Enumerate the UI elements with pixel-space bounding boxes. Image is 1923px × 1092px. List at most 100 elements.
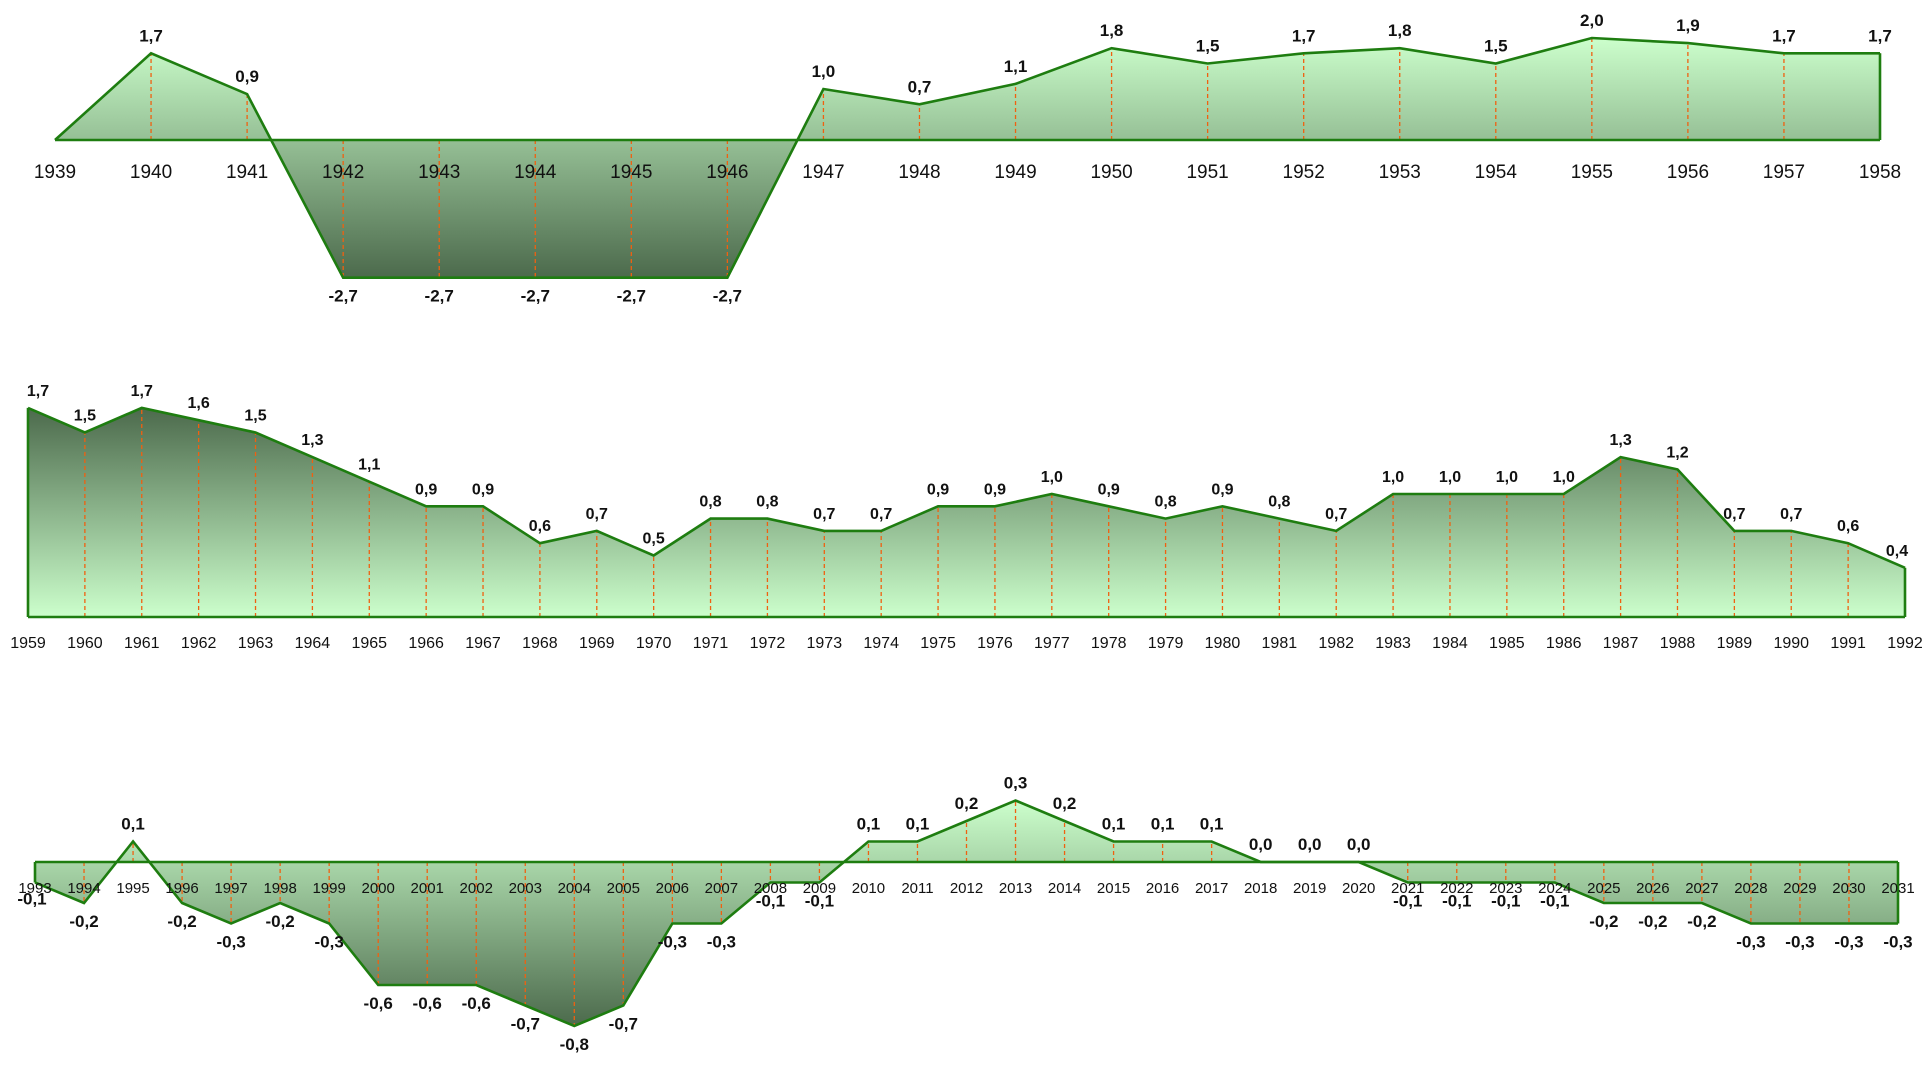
- data-label: -0,3: [1736, 933, 1765, 952]
- x-tick-label: 2002: [460, 880, 493, 897]
- data-label: -0,1: [1540, 892, 1569, 911]
- x-tick-label: 2024: [1538, 880, 1571, 897]
- data-label: 0,7: [1780, 506, 1802, 523]
- x-tick-label: 1967: [465, 635, 501, 652]
- x-tick-label: 1999: [312, 880, 345, 897]
- x-tick-label: 1987: [1603, 635, 1639, 652]
- x-tick-label: 1980: [1205, 635, 1241, 652]
- data-label: -0,6: [364, 994, 393, 1013]
- x-tick-label: 1959: [10, 635, 46, 652]
- data-label: 1,0: [1382, 469, 1404, 486]
- data-label: 1,1: [1004, 57, 1028, 76]
- x-tick-label: 2026: [1636, 880, 1669, 897]
- x-tick-label: 2018: [1244, 880, 1277, 897]
- data-label: 0,9: [415, 481, 437, 498]
- data-label: 1,3: [301, 432, 323, 449]
- data-label: -0,1: [805, 892, 834, 911]
- data-label: 1,7: [1868, 26, 1892, 45]
- data-label: 1,0: [1496, 469, 1518, 486]
- data-label: 1,7: [131, 383, 153, 400]
- series-line: [34, 799, 1898, 1028]
- data-label: -0,3: [216, 933, 245, 952]
- data-label: -2,7: [713, 287, 742, 306]
- data-label: 0,9: [984, 481, 1006, 498]
- data-label: 1,6: [188, 395, 210, 412]
- x-tick-label: 1939: [34, 162, 76, 183]
- x-tick-label: 2010: [852, 880, 885, 897]
- data-label: 1,9: [1676, 16, 1700, 35]
- x-tick-label: 1972: [750, 635, 786, 652]
- data-label: 0,5: [643, 531, 665, 548]
- data-label: 0,9: [927, 481, 949, 498]
- data-label: 0,1: [857, 815, 881, 834]
- x-tick-label: 2019: [1293, 880, 1326, 897]
- x-tick-label: 1951: [1186, 162, 1228, 183]
- data-label: 1,3: [1609, 432, 1631, 449]
- area-fill: [28, 407, 1905, 617]
- data-label: 0,7: [1723, 506, 1745, 523]
- data-label: 0,0: [1249, 835, 1273, 854]
- x-tick-label: 1953: [1379, 162, 1421, 183]
- x-tick-label: 1947: [802, 162, 844, 183]
- x-tick-label: 1998: [263, 880, 296, 897]
- x-tick-label: 2021: [1391, 880, 1424, 897]
- data-label: -0,6: [462, 994, 491, 1013]
- x-tick-label: 2031: [1881, 880, 1914, 897]
- data-label: -2,7: [617, 287, 646, 306]
- x-tick-label: 1984: [1432, 635, 1468, 652]
- x-tick-label: 1949: [994, 162, 1036, 183]
- x-tick-label: 1940: [130, 162, 172, 183]
- chart-panel-1993-2031: 1993 1994 1995 1996 1997 1998 1999 2000 2001 2002…: [17, 774, 1914, 1055]
- data-label: 1,0: [1041, 469, 1063, 486]
- data-label: 1,1: [358, 457, 380, 474]
- data-label: 0,6: [1837, 518, 1859, 535]
- x-tick-label: 1975: [920, 635, 956, 652]
- x-tick-label: 1996: [165, 880, 198, 897]
- x-tick-label: 1942: [322, 162, 364, 183]
- data-label: 0,2: [955, 794, 979, 813]
- x-tick-label: 1981: [1262, 635, 1298, 652]
- data-label: 0,9: [1211, 481, 1233, 498]
- x-tick-label: 1955: [1571, 162, 1613, 183]
- data-label: -0,6: [413, 994, 442, 1013]
- x-tick-label: 2025: [1587, 880, 1620, 897]
- series-line: [54, 36, 1880, 280]
- data-label: 0,8: [1268, 494, 1290, 511]
- x-tick-label: 1966: [408, 635, 444, 652]
- x-tick-label: 1993: [18, 880, 51, 897]
- data-label: 0,8: [1154, 494, 1176, 511]
- x-tick-label: 2020: [1342, 880, 1375, 897]
- x-tick-label: 2027: [1685, 880, 1718, 897]
- x-tick-label: 1946: [706, 162, 748, 183]
- data-label: 0,9: [235, 67, 259, 86]
- x-tick-label: 2008: [754, 880, 787, 897]
- data-label: -0,3: [658, 933, 687, 952]
- data-label: 1,0: [1553, 469, 1575, 486]
- data-label: -0,2: [1687, 912, 1716, 931]
- x-tick-label: 1952: [1283, 162, 1325, 183]
- x-tick-label: 2023: [1489, 880, 1522, 897]
- x-tick-label: 1969: [579, 635, 615, 652]
- x-tick-label: 2001: [411, 880, 444, 897]
- x-tick-label: 1990: [1773, 635, 1809, 652]
- x-tick-label: 2006: [656, 880, 689, 897]
- data-label: -0,2: [167, 912, 196, 931]
- x-tick-label: 2028: [1734, 880, 1767, 897]
- data-label: 1,7: [1292, 26, 1316, 45]
- data-label: -0,2: [1638, 912, 1667, 931]
- data-label: -2,7: [521, 287, 550, 306]
- x-tick-label: 1997: [214, 880, 247, 897]
- x-tick-label: 2030: [1832, 880, 1865, 897]
- x-tick-label: 1971: [693, 635, 729, 652]
- x-tick-label: 1976: [977, 635, 1013, 652]
- x-tick-label: 1962: [181, 635, 217, 652]
- x-tick-label: 1948: [898, 162, 940, 183]
- data-label: 0,0: [1298, 835, 1322, 854]
- x-tick-label: 1982: [1318, 635, 1354, 652]
- data-label: 0,8: [699, 494, 721, 511]
- x-tick-label: 1985: [1489, 635, 1525, 652]
- data-label: 1,5: [244, 408, 266, 425]
- x-tick-label: 2005: [607, 880, 640, 897]
- data-label: -0,7: [609, 1015, 638, 1034]
